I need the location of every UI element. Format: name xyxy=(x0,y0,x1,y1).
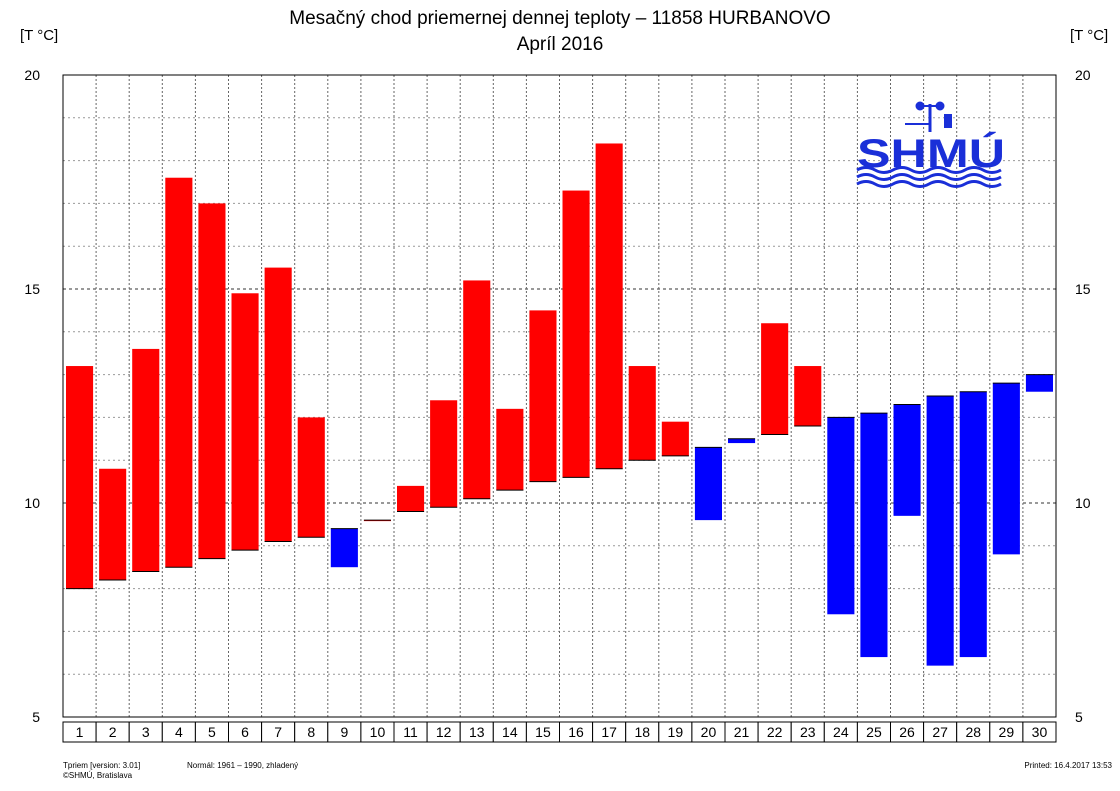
y-tick-label-right: 5 xyxy=(1075,709,1083,725)
bar-day-14 xyxy=(496,408,524,491)
waves-icon xyxy=(856,166,1002,188)
bar-day-1 xyxy=(66,366,94,589)
bar-day-20 xyxy=(694,447,722,521)
x-tick-label: 7 xyxy=(274,724,282,740)
x-tick-label: 25 xyxy=(866,724,882,740)
grid xyxy=(63,75,1056,717)
y-tick-label-right: 20 xyxy=(1075,67,1091,83)
footer-version: Tpriem [version: 3.01] xyxy=(63,761,140,770)
bar-day-7 xyxy=(264,267,292,542)
bar-day-24 xyxy=(827,417,855,615)
x-tick-label: 27 xyxy=(932,724,948,740)
bar-day-17 xyxy=(595,143,623,469)
x-tick-label: 17 xyxy=(601,724,617,740)
x-tick-label: 26 xyxy=(899,724,915,740)
footer-normal: Normál: 1961 – 1990, zhladený xyxy=(187,761,298,770)
x-tick-label: 19 xyxy=(668,724,684,740)
x-tick-label: 4 xyxy=(175,724,183,740)
bar-day-18 xyxy=(628,366,656,461)
bar-day-15 xyxy=(529,310,557,482)
y-tick-label-left: 5 xyxy=(32,709,40,725)
footer-copyright: ©SHMÚ, Bratislava xyxy=(63,771,133,780)
x-tick-label: 6 xyxy=(241,724,249,740)
x-tick-box xyxy=(1022,721,1057,743)
bars xyxy=(66,143,1053,666)
bar-day-27 xyxy=(926,396,954,666)
bar-day-26 xyxy=(893,404,921,516)
y-axis-label-right: [T °C] xyxy=(1070,27,1108,44)
bar-day-8 xyxy=(297,417,325,538)
bar-day-13 xyxy=(463,280,491,499)
bar-day-30 xyxy=(1025,374,1053,392)
x-tick-label: 30 xyxy=(1032,724,1048,740)
y-tick-label-right: 15 xyxy=(1075,281,1091,297)
y-tick-label-left: 15 xyxy=(24,281,40,297)
x-tick-label: 10 xyxy=(370,724,386,740)
bar-day-2 xyxy=(99,468,127,581)
bar-day-28 xyxy=(959,391,987,658)
bar-day-19 xyxy=(661,421,689,456)
x-tick-label: 20 xyxy=(701,724,717,740)
bar-day-3 xyxy=(132,348,160,572)
plot-frame xyxy=(62,74,1057,718)
x-tick-label: 22 xyxy=(767,724,783,740)
x-tick-labels: 1 2 3 4 5 6 7 8 9 10 11 12 13 14 15 16 17 18 19 20 21 22 23 24 2… xyxy=(62,721,1057,743)
x-tick-label: 24 xyxy=(833,724,849,740)
shmu-logo: SHMÚ xyxy=(856,101,1005,188)
x-tick-label: 9 xyxy=(340,724,348,740)
normal-line-segments xyxy=(66,374,1053,590)
bar-day-25 xyxy=(860,413,888,658)
y-tick-label-left: 10 xyxy=(24,495,40,511)
x-tick-label: 12 xyxy=(436,724,452,740)
x-tick-label: 13 xyxy=(469,724,485,740)
bar-day-21 xyxy=(728,438,756,444)
bar-day-5 xyxy=(198,203,226,559)
bar-day-23 xyxy=(794,366,822,426)
y-tick-label-right: 10 xyxy=(1075,495,1091,511)
x-tick-label: 1 xyxy=(76,724,84,740)
bar-day-12 xyxy=(430,400,458,508)
bar-day-29 xyxy=(992,383,1020,555)
chart-subtitle: Apríl 2016 xyxy=(517,34,604,55)
chart-title: Mesačný chod priemernej dennej teploty –… xyxy=(289,8,830,29)
x-tick-label: 8 xyxy=(307,724,315,740)
anemometer-icon xyxy=(905,101,952,132)
x-tick-label: 21 xyxy=(734,724,750,740)
bar-day-22 xyxy=(761,323,789,435)
x-tick-label: 29 xyxy=(999,724,1015,740)
x-tick-label: 15 xyxy=(535,724,551,740)
bar-day-4 xyxy=(165,177,193,568)
x-tick-label: 28 xyxy=(965,724,981,740)
x-tick-label: 16 xyxy=(568,724,584,740)
x-tick-label: 5 xyxy=(208,724,216,740)
bar-day-9 xyxy=(330,528,358,568)
footer-printed: Printed: 16.4.2017 13:53 xyxy=(1024,761,1112,770)
x-tick-label: 2 xyxy=(109,724,117,740)
y-tick-labels: 5 5 10 10 15 15 20 20 xyxy=(24,67,1090,725)
x-tick-label: 11 xyxy=(403,724,418,740)
y-axis-label-left: [T °C] xyxy=(20,27,58,44)
bar-day-16 xyxy=(562,190,590,478)
x-tick-label: 14 xyxy=(502,724,518,740)
x-tick-label: 3 xyxy=(142,724,150,740)
bar-day-11 xyxy=(397,485,425,512)
x-tick-label: 18 xyxy=(634,724,650,740)
y-tick-label-left: 20 xyxy=(24,67,40,83)
x-tick-label: 23 xyxy=(800,724,816,740)
bar-day-6 xyxy=(231,293,259,551)
